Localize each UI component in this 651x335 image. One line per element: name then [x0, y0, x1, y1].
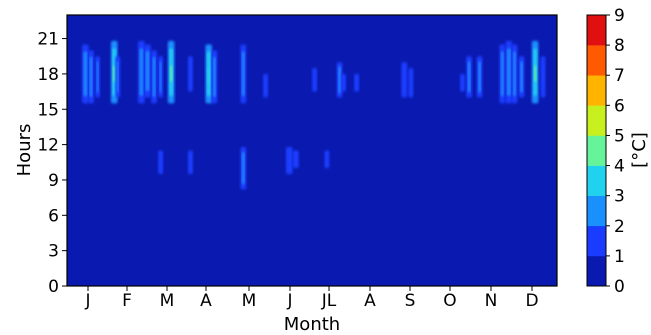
y-axis-ticks: 0 3 6 9 12 15 18 21 [37, 30, 67, 297]
x-tick-label: S [405, 291, 416, 311]
heat-patch [88, 50, 94, 104]
heat-patch [505, 40, 513, 104]
heat-patch [95, 56, 100, 98]
heat-patch [511, 44, 518, 104]
heat-patch [240, 146, 247, 190]
heat-patch [263, 73, 268, 98]
colorbar-tick-label: 8 [614, 36, 625, 56]
x-tick-label: M [242, 291, 257, 311]
heat-patches [82, 40, 546, 190]
colorbar-tick-label: 3 [614, 187, 625, 207]
colorbar-segment [587, 15, 606, 46]
colorbar-tick-label: 5 [614, 126, 625, 146]
y-tick-label: 3 [48, 242, 59, 262]
heat-patch [341, 73, 346, 92]
colorbar-segment [587, 165, 606, 196]
colorbar-segment [587, 135, 606, 166]
colorbar-frame [586, 14, 607, 287]
heat-patch [354, 73, 359, 92]
colorbar-tick-label: 2 [614, 217, 625, 237]
x-tick-label: O [443, 291, 456, 311]
heat-patch [151, 50, 157, 104]
colorbar-segment [587, 225, 606, 257]
y-tick-label: 6 [48, 206, 59, 226]
y-tick-label: 9 [48, 171, 59, 191]
x-axis-ticks: J F M A M J JL A S O N D [84, 286, 539, 311]
plot-frame [66, 14, 558, 287]
heat-patch [540, 56, 546, 98]
colorbar-tick-label: 6 [614, 96, 625, 116]
heat-patch [408, 68, 414, 98]
x-tick-label: A [200, 291, 212, 311]
x-axis-label: Month [284, 314, 340, 335]
y-tick-label: 12 [37, 136, 59, 156]
heat-patch [531, 40, 539, 104]
heat-patch [336, 62, 343, 98]
heat-patch [286, 146, 293, 175]
x-tick-label: J [84, 291, 90, 311]
x-tick-label: F [122, 291, 132, 311]
heat-patch [138, 40, 145, 104]
heat-patch [518, 56, 525, 98]
heat-patch [211, 50, 218, 104]
colorbar-segment [587, 45, 606, 76]
colorbar-segment [587, 255, 606, 287]
heat-patch [144, 44, 151, 98]
colorbar-tick-label: 1 [614, 247, 625, 267]
x-tick-label: J [286, 291, 292, 311]
heat-patch [293, 150, 299, 169]
colorbar-segment [587, 195, 606, 227]
heat-patch [167, 40, 175, 104]
y-tick-label: 21 [37, 30, 59, 50]
heat-patch [115, 56, 121, 98]
heat-patch [188, 56, 193, 92]
y-axis-label: Hours [14, 124, 35, 177]
x-tick-label: A [364, 291, 376, 311]
heat-patch [158, 56, 163, 98]
colorbar-segment [587, 105, 606, 136]
heat-patch [324, 150, 330, 169]
colorbar-tick-label: 0 [614, 277, 625, 297]
colorbar-label: [°C] [629, 132, 650, 168]
heat-patch [476, 56, 483, 98]
heat-patch [240, 44, 247, 104]
y-tick-label: 15 [37, 100, 59, 120]
colorbar: 0 1 2 3 4 5 6 7 8 9 [586, 6, 625, 297]
colorbar-tick-label: 9 [614, 6, 625, 26]
heat-patch [460, 73, 465, 92]
heat-patch [158, 150, 163, 175]
heat-patch [312, 68, 317, 92]
heat-patch [401, 62, 408, 98]
heat-patch [82, 44, 89, 104]
heat-patch [205, 44, 212, 104]
heat-patch [499, 44, 506, 104]
heat-patch [188, 150, 193, 175]
x-tick-label: D [525, 291, 538, 311]
x-tick-label: M [160, 291, 175, 311]
y-tick-label: 0 [48, 277, 59, 297]
x-tick-label: N [485, 291, 498, 311]
heat-patch [466, 56, 472, 98]
colorbar-tick-label: 7 [614, 66, 625, 86]
colorbar-tick-label: 4 [614, 157, 625, 177]
x-tick-label: JL [321, 291, 337, 311]
y-tick-label: 18 [37, 65, 59, 85]
colorbar-segment [587, 75, 606, 106]
